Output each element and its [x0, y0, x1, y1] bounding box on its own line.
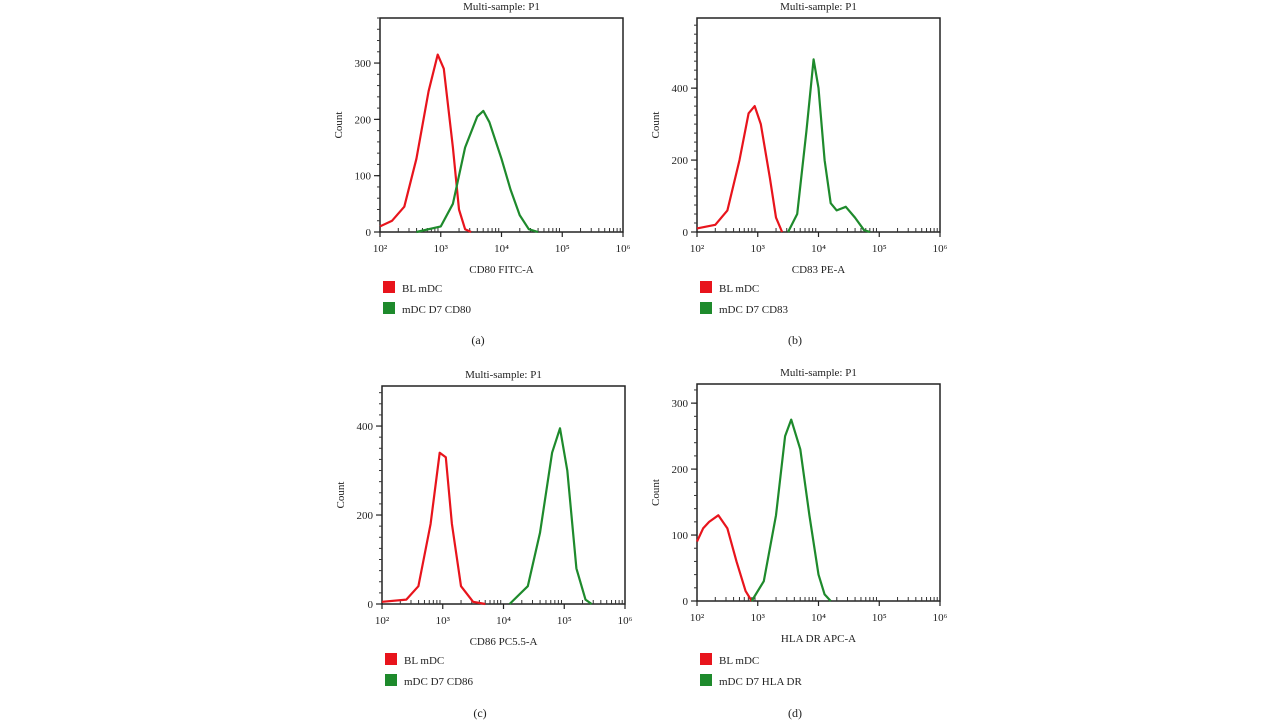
y-tick-label: 0 [366, 227, 372, 239]
x-axis-label: CD86 PC5.5-A [470, 636, 538, 648]
histogram-series-baseline [379, 53, 472, 233]
legend-label: BL mDC [719, 655, 759, 667]
plot-frame [381, 385, 626, 605]
y-axis-label: Count [335, 482, 347, 509]
y-tick-label: 200 [672, 464, 689, 476]
x-tick-label: 10³ [434, 243, 449, 255]
x-tick-label: 10² [375, 615, 390, 627]
x-tick-label: 10⁵ [872, 612, 887, 624]
x-tick-label: 10⁴ [496, 615, 511, 627]
legend-swatch [385, 653, 397, 665]
x-tick-label: 10² [373, 243, 388, 255]
x-tick-label: 10⁵ [872, 243, 887, 255]
x-tick-label: 10⁵ [557, 615, 572, 627]
legend-label: mDC D7 CD83 [719, 304, 789, 316]
y-tick-label: 400 [672, 83, 689, 95]
histogram-series-day7 [750, 418, 832, 602]
panel-label: (a) [471, 333, 484, 347]
plot-frame [379, 17, 624, 233]
histogram-series-day7 [508, 427, 593, 605]
x-tick-label: 10⁵ [555, 243, 570, 255]
legend-label: BL mDC [719, 283, 759, 295]
y-tick-label: 0 [368, 599, 374, 611]
y-tick-label: 100 [672, 530, 689, 542]
y-tick-label: 0 [683, 596, 689, 608]
legend-label: mDC D7 CD86 [404, 676, 474, 688]
y-tick-label: 200 [355, 114, 372, 126]
x-axis-label: CD80 FITC-A [469, 264, 534, 276]
panel-title: Multi-sample: P1 [463, 1, 540, 13]
plot-frame [696, 17, 941, 233]
legend-swatch [700, 674, 712, 686]
x-tick-label: 10³ [751, 243, 766, 255]
y-axis-label: Count [333, 112, 345, 139]
legend-label: BL mDC [402, 283, 442, 295]
y-axis-label: Count [650, 479, 662, 506]
x-axis-label: HLA DR APC-A [781, 633, 856, 645]
panel-label: (b) [788, 333, 802, 347]
legend-label: mDC D7 CD80 [402, 304, 472, 316]
y-tick-label: 300 [672, 398, 689, 410]
x-tick-label: 10⁶ [933, 243, 948, 255]
y-tick-label: 200 [672, 155, 689, 167]
x-tick-label: 10⁶ [933, 612, 948, 624]
legend-swatch [383, 281, 395, 293]
legend-label: mDC D7 HLA DR [719, 676, 802, 688]
legend-swatch [700, 281, 712, 293]
histogram-panel-b: Multi-sample: P1 0 200 400 Count 10² 10³ 10⁴ 10⁵… [650, 1, 948, 347]
histogram-panel-a: Multi-sample: P1 0 100 200 300 Count 10² 10³ 10⁴… [333, 1, 631, 347]
x-tick-label: 10⁴ [811, 612, 826, 624]
x-tick-label: 10⁴ [494, 243, 509, 255]
legend-label: BL mDC [404, 655, 444, 667]
legend-swatch [700, 302, 712, 314]
x-tick-label: 10² [690, 612, 705, 624]
x-tick-label: 10⁶ [616, 243, 631, 255]
x-tick-label: 10⁴ [811, 243, 826, 255]
panel-title: Multi-sample: P1 [465, 369, 542, 381]
histogram-series-day7 [416, 109, 539, 234]
histogram-panel-c: Multi-sample: P1 0 200 400 Count 10² 10³ 10⁴ 10⁵… [335, 369, 633, 720]
x-tick-label: 10³ [751, 612, 766, 624]
legend-swatch [383, 302, 395, 314]
histogram-series-baseline [696, 104, 784, 233]
histogram-series-baseline [696, 514, 753, 602]
histogram-panel-d: Multi-sample: P1 0 100 200 300 Count 10² 10³ 10⁴… [650, 367, 948, 720]
x-tick-label: 10² [690, 243, 705, 255]
x-axis-label: CD83 PE-A [792, 264, 846, 276]
x-tick-label: 10³ [436, 615, 451, 627]
y-axis-label: Count [650, 112, 662, 139]
y-tick-label: 300 [355, 58, 372, 70]
panel-title: Multi-sample: P1 [780, 367, 857, 379]
legend-swatch [700, 653, 712, 665]
panel-label: (d) [788, 706, 802, 720]
y-tick-label: 200 [357, 510, 374, 522]
panel-title: Multi-sample: P1 [780, 1, 857, 13]
y-tick-label: 100 [355, 171, 372, 183]
y-tick-label: 400 [357, 421, 374, 433]
y-tick-label: 0 [683, 227, 689, 239]
x-tick-label: 10⁶ [618, 615, 633, 627]
histogram-series-day7 [787, 58, 871, 234]
panel-label: (c) [473, 706, 486, 720]
legend-swatch [385, 674, 397, 686]
histogram-series-baseline [381, 451, 486, 606]
